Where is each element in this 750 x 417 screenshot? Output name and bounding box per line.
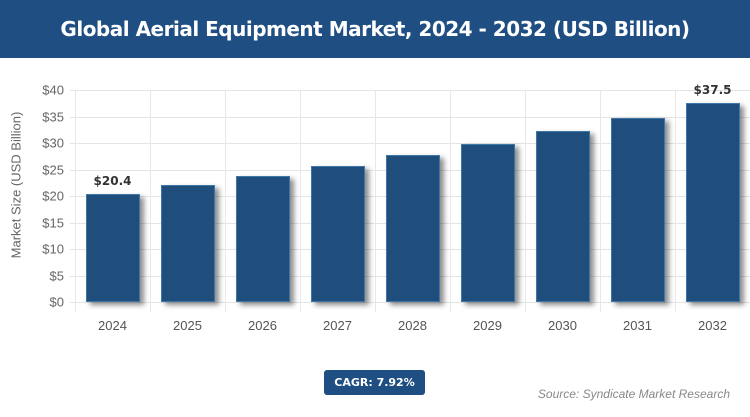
chart-title: Global Aerial Equipment Market, 2024 - 2… (60, 17, 690, 41)
y-tick-label: $15 (42, 215, 64, 230)
gridline-vertical (150, 90, 151, 312)
bar-2032 (685, 103, 740, 302)
x-tick-label: 2024 (98, 318, 127, 333)
y-tick-label: $35 (42, 109, 64, 124)
gridline-vertical (375, 90, 376, 312)
x-tick-label: 2025 (173, 318, 202, 333)
gridline-horizontal (70, 116, 750, 118)
bar-2030 (535, 131, 590, 302)
x-tick-label: 2026 (248, 318, 277, 333)
gridline-horizontal (70, 302, 750, 303)
gridline-vertical (600, 90, 601, 312)
gridline-horizontal (70, 90, 750, 91)
bar-2027 (310, 166, 365, 302)
y-tick-label: $10 (42, 241, 64, 257)
gridline-vertical (675, 90, 676, 312)
y-tick-label: $30 (42, 135, 64, 151)
gridline-horizontal (70, 143, 750, 144)
x-tick-label: 2028 (398, 318, 427, 333)
cagr-badge: CAGR: 7.92% (324, 370, 425, 395)
data-label: $20.4 (93, 173, 132, 188)
y-tick-label: $0 (49, 294, 64, 310)
y-tick-label: $40 (42, 82, 64, 98)
bar-2029 (460, 143, 515, 302)
y-axis-label: Market Size (USD Billion) (8, 111, 24, 259)
bar-2031 (610, 117, 665, 302)
y-tick-label: $25 (42, 162, 64, 177)
x-tick-label: 2030 (548, 318, 577, 333)
y-tick-label: $5 (49, 268, 64, 283)
bar-2025 (160, 185, 215, 302)
x-tick-label: 2031 (623, 318, 652, 333)
title-banner: Global Aerial Equipment Market, 2024 - 2… (0, 0, 750, 58)
y-tick-label: $20 (42, 188, 64, 204)
x-tick-label: 2027 (323, 318, 352, 333)
x-tick-label: 2032 (698, 318, 727, 333)
x-tick-label: 2029 (473, 318, 502, 333)
bar-2026 (235, 175, 290, 302)
gridline-vertical (225, 90, 226, 312)
gridline-vertical (75, 90, 76, 312)
gridline-vertical (525, 90, 526, 312)
source-note: Source: Syndicate Market Research (537, 387, 730, 401)
bar-2028 (385, 155, 440, 302)
data-label: $37.5 (693, 83, 732, 98)
bar-2024 (85, 193, 140, 302)
gridline-vertical (300, 90, 301, 312)
gridline-vertical (450, 90, 451, 312)
